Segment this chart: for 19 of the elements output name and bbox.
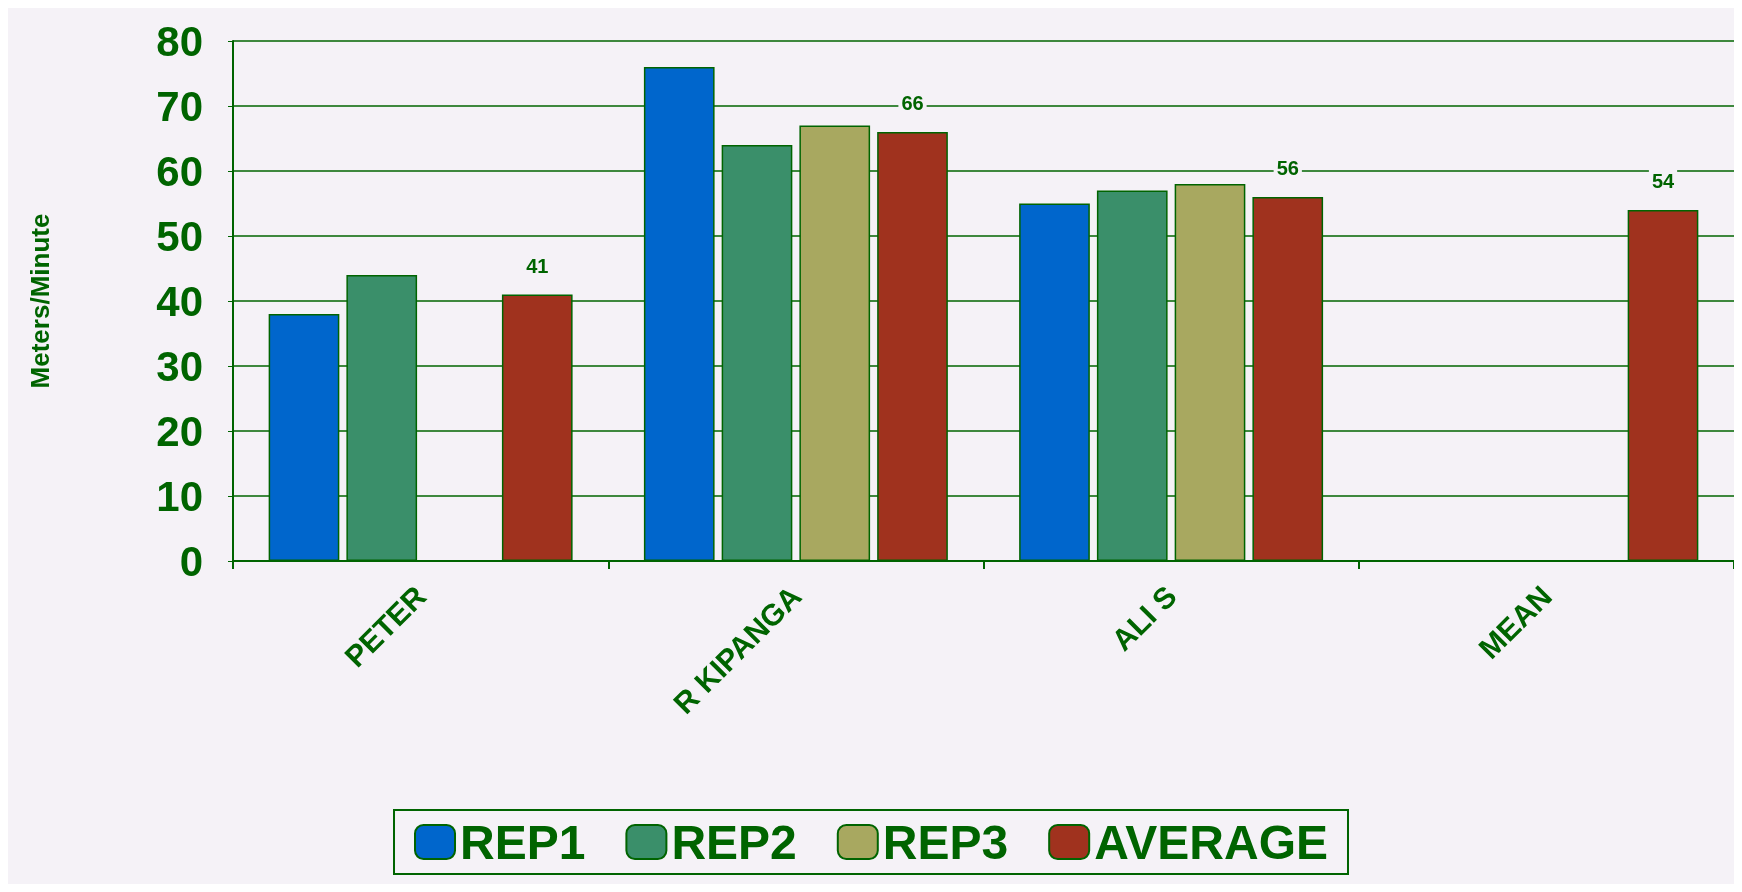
legend-label: REP2 <box>671 815 797 869</box>
legend-label: REP3 <box>882 815 1009 869</box>
legend-label: REP1 <box>460 815 586 869</box>
y-tick-label: 70 <box>156 82 203 130</box>
data-label: 41 <box>526 254 549 277</box>
y-axis-title: Meters/Minute <box>25 213 55 389</box>
legend-label: AVERAGE <box>1094 815 1328 869</box>
y-tick-label: 0 <box>179 537 203 585</box>
y-tick-label: 60 <box>156 147 203 195</box>
y-tick-label: 40 <box>156 277 203 325</box>
data-label: 56 <box>1276 157 1299 179</box>
data-label: 54 <box>1651 170 1676 192</box>
y-tick-label: 30 <box>156 342 203 390</box>
y-tick-label: 50 <box>156 212 203 260</box>
data-label: 66 <box>901 92 924 114</box>
y-tick-label: 10 <box>156 472 203 520</box>
x-tick-label: ALI S <box>1105 579 1183 657</box>
y-tick-label: 20 <box>156 407 203 455</box>
y-tick-label: 80 <box>156 17 203 65</box>
